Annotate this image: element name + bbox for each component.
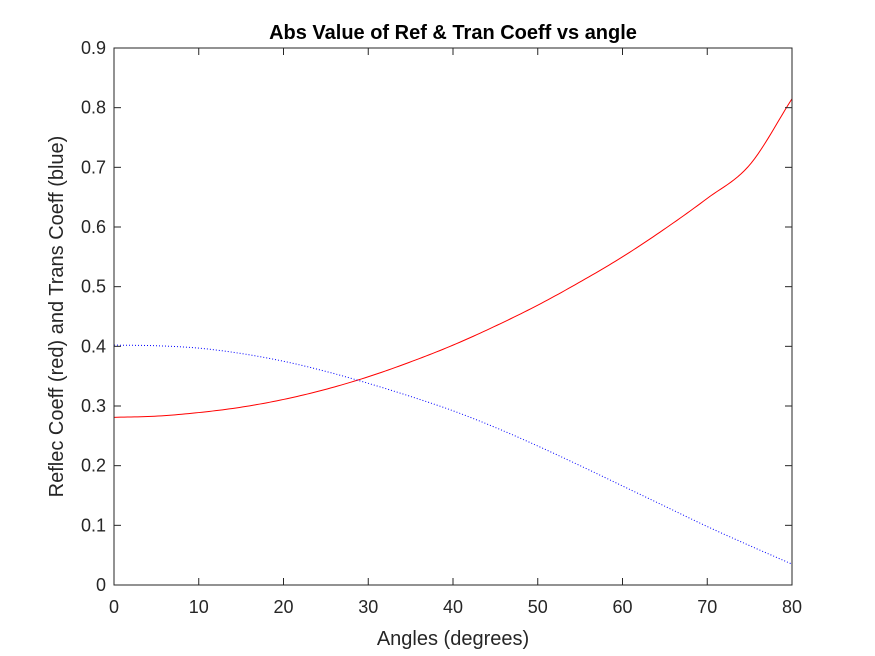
y-tick-label: 0.1 [81,515,106,535]
series-layer [113,98,793,565]
x-tick-label: 20 [273,597,293,617]
x-axis-label: Angles (degrees) [377,628,529,650]
x-tick-label: 70 [697,597,717,617]
x-tick-label: 0 [109,597,119,617]
y-tick-label: 0.5 [81,277,106,297]
chart-title: Abs Value of Ref & Tran Coeff vs angle [269,22,637,44]
x-tick-label: 60 [612,597,632,617]
y-tick-label: 0.7 [81,157,106,177]
x-tick-label: 80 [782,597,802,617]
y-tick-label: 0.8 [81,98,106,118]
y-tick-label: 0.3 [81,396,106,416]
y-axis-label: Reflec Coeff (red) and Trans Coeff (blue… [46,136,68,498]
red-series-line [113,98,793,418]
tick-layer: 0 10 20 30 40 50 60 70 80 0 0.1 0.2 0.3 0.4 0.5 0.6 0.7 0… [81,38,802,617]
axes-box [113,47,793,586]
y-tick-label: 0.9 [81,38,106,58]
x-tick-label: 30 [358,597,378,617]
y-tick-label: 0.6 [81,217,106,237]
plot-area [114,48,792,585]
y-tick-label: 0.2 [81,456,106,476]
x-tick-label: 10 [189,597,209,617]
x-tick-label: 50 [528,597,548,617]
y-tick-label: 0 [96,575,106,595]
x-tick-label: 40 [443,597,463,617]
y-tick-label: 0.4 [81,336,106,356]
